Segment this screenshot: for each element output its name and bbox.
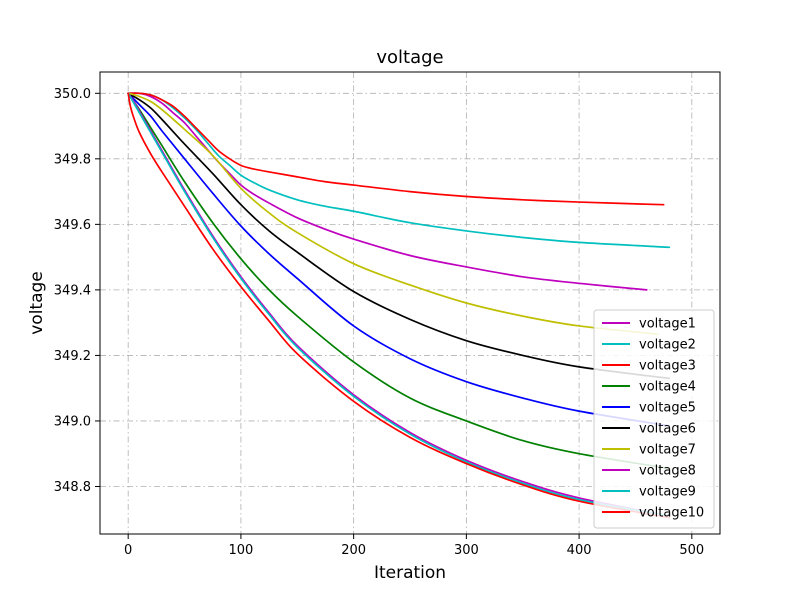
series-line-voltage4 (127, 92, 671, 470)
legend-label: voltage10 (639, 506, 704, 521)
plot-frame (99, 71, 721, 535)
legend-label: voltage5 (639, 401, 696, 416)
series-line-voltage3 (127, 92, 665, 206)
legend-label: voltage6 (639, 422, 696, 437)
legend-label: voltage3 (639, 359, 696, 374)
y-tick-label: 350.0 (54, 87, 91, 102)
series-line-voltage6 (127, 92, 671, 380)
x-tick-label: 300 (454, 543, 479, 558)
y-tick-label: 349.8 (54, 152, 91, 167)
legend-label: voltage2 (639, 338, 696, 353)
series-line-voltage9 (127, 92, 671, 517)
series-line-voltage10 (127, 92, 671, 519)
x-tick-label: 400 (567, 543, 592, 558)
y-tick-label: 349.4 (54, 283, 91, 298)
series-line-voltage5 (127, 92, 671, 427)
y-tick-label: 349.2 (54, 349, 91, 364)
y-tick-label: 348.8 (54, 480, 91, 495)
series-lines (127, 92, 671, 519)
series-line-voltage7 (127, 92, 659, 335)
x-tick-label: 0 (124, 543, 132, 558)
y-tick-label: 349.6 (54, 218, 91, 233)
y-tick-label: 349.0 (54, 414, 91, 429)
series-line-voltage1 (127, 92, 648, 291)
legend-label: voltage4 (639, 380, 696, 395)
x-axis-title: Iteration (374, 563, 446, 583)
x-tick-label: 200 (341, 543, 366, 558)
legend-label: voltage1 (639, 317, 696, 332)
chart-title: voltage (376, 47, 443, 68)
legend-label: voltage7 (639, 443, 696, 458)
legend-label: voltage9 (639, 485, 696, 500)
x-tick-label: 500 (679, 543, 704, 558)
y-axis-title: voltage (27, 271, 47, 335)
x-tick-label: 100 (228, 543, 253, 558)
legend: voltage1 voltage2 voltage3 voltage4 voltage5… (593, 309, 715, 529)
axis-ticks: 0 100 200 300 400 500 348.8 349.0 349.2 349.4 349.… (54, 87, 704, 558)
legend-label: voltage8 (639, 464, 696, 479)
